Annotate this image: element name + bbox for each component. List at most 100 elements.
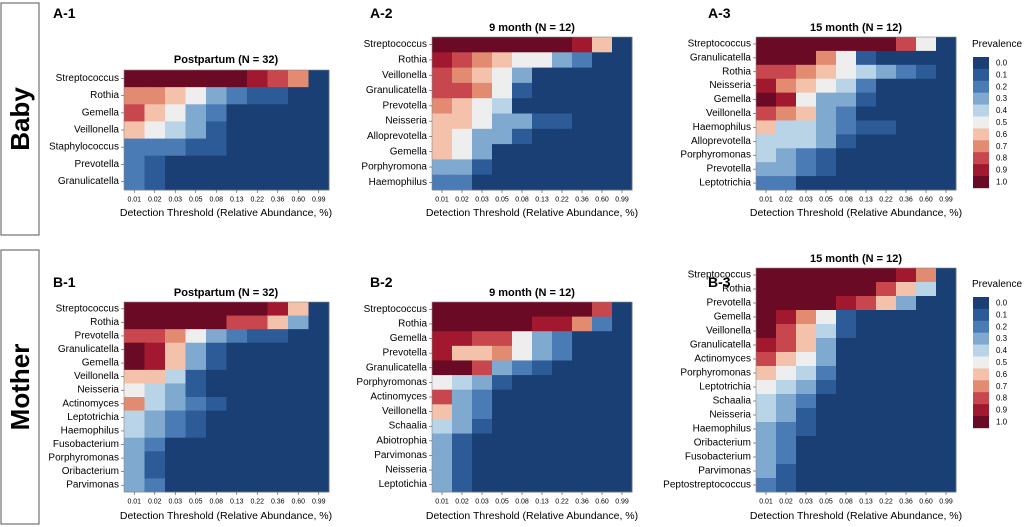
heatmap-cell <box>936 148 957 163</box>
heatmap-cell <box>144 424 166 439</box>
heatmap-cell <box>185 70 207 88</box>
heatmap-cell <box>472 302 493 318</box>
heatmap-cell <box>185 329 207 344</box>
y-tick-label: Porphyromonas <box>680 368 751 379</box>
heatmap-cell <box>796 134 817 149</box>
heatmap-cell <box>512 67 533 84</box>
heatmap-cell <box>612 159 633 176</box>
x-tick-label: 0.03 <box>799 499 813 506</box>
heatmap-cell <box>936 134 957 149</box>
panel-title: 9 month (N = 12) <box>489 22 575 34</box>
heatmap-cell <box>144 138 166 157</box>
x-tick-label: 0.05 <box>189 499 203 506</box>
heatmap-cell <box>552 159 573 176</box>
heatmap-cell <box>776 120 797 135</box>
panel-title: 15 month (N = 12) <box>810 22 902 34</box>
heatmap-cell <box>532 345 553 361</box>
heatmap-cell <box>267 424 289 439</box>
heatmap-cell <box>836 422 857 437</box>
heatmap-cell <box>472 52 493 68</box>
heatmap-cell <box>796 436 817 451</box>
heatmap-cell <box>572 418 593 434</box>
heatmap-cell <box>916 106 937 121</box>
heatmap-cell <box>756 282 777 297</box>
heatmap-cell <box>206 369 227 384</box>
heatmap-cell <box>876 282 897 297</box>
heatmap-cell <box>592 302 613 318</box>
heatmap-cell <box>936 120 957 135</box>
heatmap-cell <box>816 92 837 107</box>
heatmap-cell <box>206 437 227 452</box>
heatmap-cell <box>776 310 797 325</box>
heatmap-cell <box>144 121 166 139</box>
legend-swatch <box>973 416 989 429</box>
x-tick-label: 0.05 <box>189 197 203 204</box>
y-tick-label: Rothia <box>90 90 119 101</box>
heatmap-cell <box>226 356 248 371</box>
heatmap-cell <box>876 478 897 493</box>
heatmap-cell <box>247 383 268 398</box>
heatmap-cell <box>144 383 166 398</box>
panel-b-2: B-2 9 month (N = 12) Streptococcus Rothia Ge… <box>356 274 638 522</box>
heatmap-cell <box>532 433 553 449</box>
heatmap-cell <box>144 437 166 452</box>
heatmap-cell <box>836 436 857 451</box>
x-tick-label: 0.60 <box>919 197 933 204</box>
legend-mother: Prevalence 0.0 0.1 0.2 0.3 0.4 0.5 0.6 0.7 0.8 0.9… <box>972 279 1022 429</box>
heatmap-cell <box>776 436 797 451</box>
x-tick-label: 0.22 <box>555 197 569 204</box>
heatmap-cell <box>816 464 837 479</box>
heatmap-cell <box>856 148 877 163</box>
heatmap-cell <box>492 113 513 130</box>
heatmap-cell <box>876 310 897 325</box>
heatmap-cell <box>288 121 309 139</box>
heatmap-cell <box>612 98 633 114</box>
heatmap-cell <box>836 37 857 52</box>
heatmap-cell <box>472 113 493 130</box>
heatmap-cell <box>876 296 897 311</box>
heatmap-cell <box>165 302 186 316</box>
heatmap-cell <box>552 316 573 332</box>
heatmap-cell <box>816 478 837 493</box>
y-tick-label: Veillonella <box>74 125 119 136</box>
heatmap-cell <box>206 397 227 411</box>
x-tick-label: 0.01 <box>759 197 773 204</box>
heatmap-cell <box>288 410 309 425</box>
heatmap-cell <box>247 397 268 411</box>
heatmap-cell <box>936 282 957 297</box>
heatmap-cell <box>206 121 227 139</box>
heatmap-cell <box>532 418 553 434</box>
heatmap-cell <box>288 104 309 122</box>
heatmap-cell <box>308 87 330 105</box>
heatmap-cell <box>816 282 837 297</box>
heatmap-cell <box>552 144 573 160</box>
heatmap-cell <box>936 78 957 94</box>
heatmap-cell <box>796 464 817 479</box>
heatmap-cell <box>896 338 917 353</box>
y-tick-label: Veillonella <box>382 70 427 81</box>
heatmap-cell <box>916 64 937 80</box>
heatmap-cell <box>836 120 857 135</box>
heatmap-cell <box>512 477 533 493</box>
heatmap-cell <box>876 92 897 107</box>
y-tick-label: Rothia <box>398 318 427 329</box>
heatmap-cell <box>592 375 613 391</box>
heatmap-cell <box>206 104 227 122</box>
heatmap-cell <box>856 394 877 409</box>
heatmap-cell <box>756 310 777 325</box>
heatmap-cell <box>836 352 857 367</box>
heatmap-cell <box>836 380 857 395</box>
heatmap-cell <box>776 37 797 52</box>
heatmap-cell <box>308 70 330 88</box>
heatmap-cell <box>206 70 227 88</box>
heatmap-cell <box>796 120 817 135</box>
heatmap-cell <box>226 155 248 174</box>
heatmap-cell <box>247 315 268 330</box>
heatmap-cell <box>592 98 613 114</box>
x-tick-label: 0.22 <box>250 499 264 506</box>
y-tick-label: Neisseria <box>709 80 751 91</box>
heatmap-cell <box>308 342 330 357</box>
heatmap-cell <box>572 98 593 114</box>
heatmap-cell <box>612 302 633 318</box>
